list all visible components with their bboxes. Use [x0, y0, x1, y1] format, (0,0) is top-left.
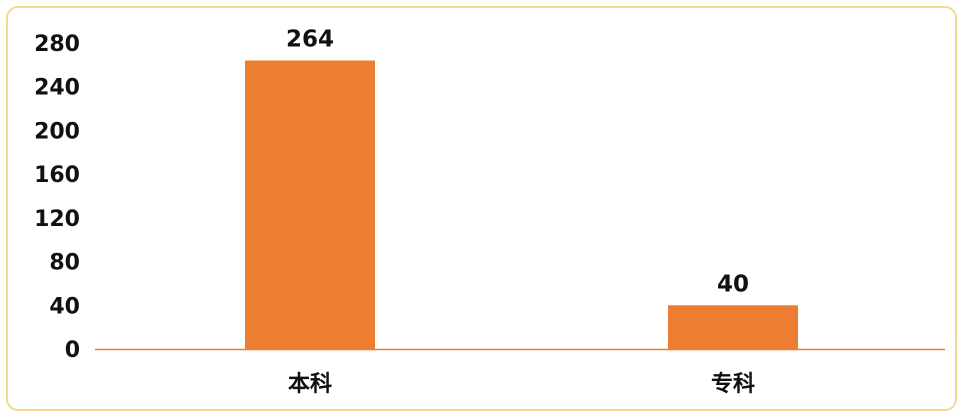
y-tick-label: 240 — [34, 76, 80, 101]
bar — [668, 305, 798, 349]
y-tick-label: 0 — [65, 338, 80, 363]
category-labels: 本科 专科 — [288, 371, 755, 397]
y-tick-label: 120 — [34, 207, 80, 232]
bar — [245, 60, 375, 349]
y-tick-label: 80 — [49, 251, 80, 276]
chart-frame — [6, 6, 957, 411]
data-labels: 264 40 — [286, 26, 749, 297]
data-label: 40 — [717, 271, 749, 297]
y-tick-label: 280 — [34, 32, 80, 57]
bars — [245, 60, 798, 349]
y-tick-label: 40 — [49, 294, 80, 319]
category-label: 本科 — [288, 372, 332, 397]
category-label: 专科 — [711, 371, 755, 397]
y-axis-ticks: 0 40 80 120 160 200 240 280 — [34, 32, 80, 363]
y-tick-label: 160 — [34, 163, 80, 188]
data-label: 264 — [286, 26, 334, 52]
y-tick-label: 200 — [34, 119, 80, 144]
